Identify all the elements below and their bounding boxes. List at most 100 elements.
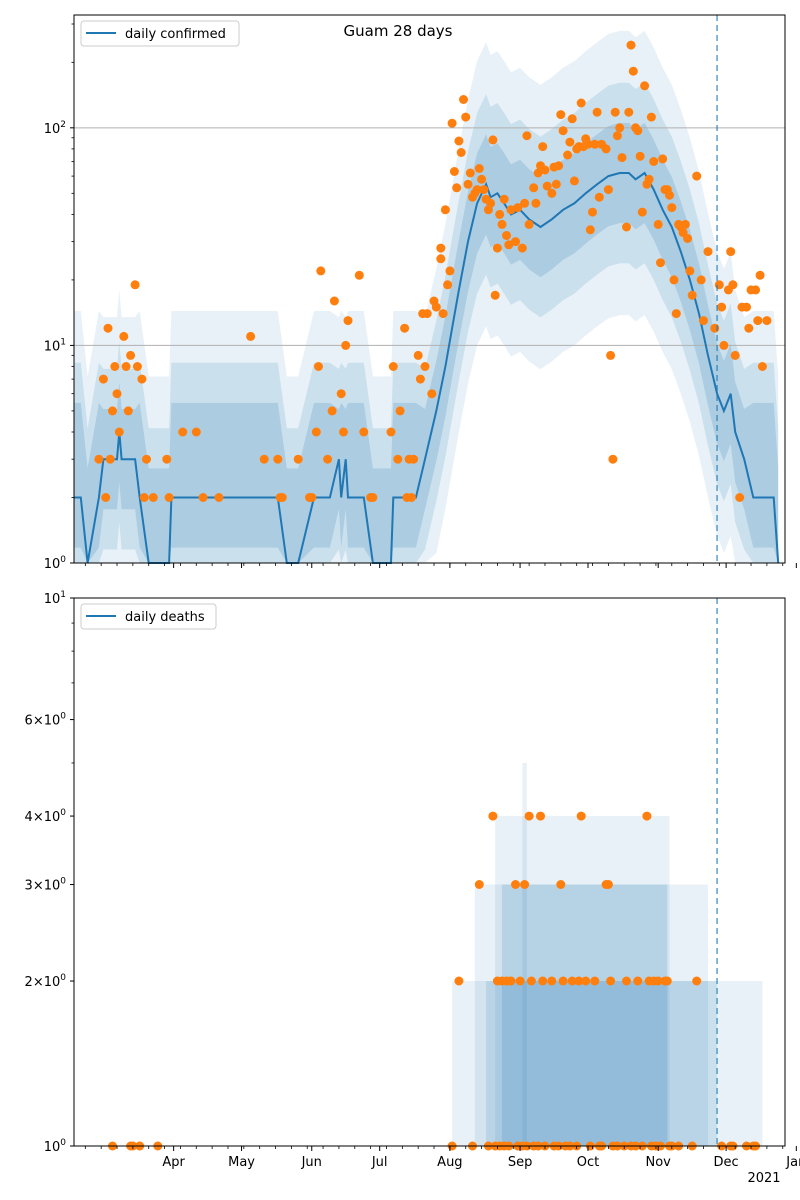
bottom-point-26 bbox=[526, 976, 536, 986]
bottom-point-29 bbox=[536, 811, 545, 821]
bottom-point-8 bbox=[474, 880, 484, 889]
top-point-83 bbox=[477, 174, 487, 184]
top-point-186 bbox=[751, 285, 761, 295]
top-point-7 bbox=[112, 389, 122, 399]
bottom-point-41 bbox=[574, 976, 584, 986]
top-point-20 bbox=[164, 493, 174, 502]
bottom-point-67 bbox=[662, 976, 672, 986]
bottom-point-42 bbox=[576, 811, 586, 821]
bottom-point-30 bbox=[538, 976, 548, 986]
bottom-x-tick-label-6: Oct bbox=[577, 1155, 599, 1170]
top-y-tick-label-1: 101 bbox=[44, 337, 66, 354]
top-band-0 bbox=[74, 30, 779, 563]
top-point-15 bbox=[137, 374, 147, 384]
top-point-188 bbox=[755, 270, 765, 280]
top-point-171 bbox=[699, 316, 708, 326]
bottom-point-18 bbox=[506, 976, 516, 986]
top-point-24 bbox=[214, 493, 224, 502]
top-point-99 bbox=[517, 243, 527, 253]
top-point-139 bbox=[617, 153, 627, 163]
top-point-29 bbox=[277, 493, 287, 502]
top-point-49 bbox=[393, 454, 403, 464]
bottom-x-tick-label-3: Jul bbox=[371, 1155, 388, 1170]
top-point-76 bbox=[461, 112, 471, 122]
bottom-uncertainty-bands bbox=[452, 762, 763, 1146]
chart-title: Guam 28 days bbox=[344, 22, 453, 40]
top-point-114 bbox=[556, 110, 566, 120]
top-scatter-points bbox=[94, 40, 772, 502]
top-point-103 bbox=[529, 183, 539, 193]
top-y-axis: 100 101 102 bbox=[44, 23, 74, 572]
top-point-150 bbox=[644, 174, 654, 184]
top-point-70 bbox=[447, 118, 457, 128]
top-point-65 bbox=[436, 243, 446, 253]
top-point-72 bbox=[452, 183, 462, 193]
top-point-179 bbox=[728, 280, 738, 290]
bottom-point-25 bbox=[524, 811, 534, 821]
bottom-x-tick-label-5: Sep bbox=[508, 1155, 533, 1170]
top-point-96 bbox=[506, 205, 516, 215]
top-point-26 bbox=[259, 454, 269, 464]
bottom-point-19 bbox=[511, 880, 520, 889]
top-point-178 bbox=[726, 247, 736, 257]
top-point-122 bbox=[576, 98, 586, 108]
top-point-66 bbox=[438, 309, 448, 319]
top-point-168 bbox=[687, 290, 697, 300]
top-point-9 bbox=[119, 331, 129, 341]
bottom-point-10 bbox=[488, 811, 498, 821]
bottom-point-59 bbox=[642, 811, 652, 821]
bottom-legend: daily deaths bbox=[80, 603, 217, 630]
top-point-152 bbox=[649, 157, 659, 166]
top-panel: 100 101 102 Guam 28 days daily confirmed bbox=[44, 14, 797, 572]
top-point-142 bbox=[626, 40, 636, 50]
top-point-19 bbox=[162, 454, 172, 464]
top-axes-frame bbox=[73, 14, 786, 564]
bottom-axes-frame bbox=[73, 597, 786, 1147]
top-point-109 bbox=[542, 181, 552, 191]
top-point-35 bbox=[316, 266, 326, 276]
top-point-27 bbox=[273, 454, 283, 464]
top-point-154 bbox=[656, 258, 665, 268]
bottom-point-35 bbox=[556, 880, 566, 889]
bottom-legend-box bbox=[80, 603, 217, 630]
top-point-82 bbox=[474, 164, 484, 173]
top-point-30 bbox=[293, 454, 303, 464]
top-point-23 bbox=[198, 493, 208, 502]
top-point-147 bbox=[637, 207, 647, 217]
top-point-167 bbox=[685, 266, 695, 276]
top-point-184 bbox=[744, 323, 754, 333]
top-point-101 bbox=[522, 131, 532, 141]
top-point-40 bbox=[339, 427, 348, 437]
top-point-136 bbox=[610, 107, 620, 117]
top-point-104 bbox=[531, 198, 541, 208]
bottom-point-54 bbox=[622, 976, 631, 986]
top-point-46 bbox=[368, 493, 378, 502]
top-uncertainty-bands bbox=[74, 30, 779, 564]
top-point-73 bbox=[454, 136, 464, 146]
top-point-41 bbox=[341, 340, 351, 350]
top-point-47 bbox=[386, 427, 396, 437]
daily-confirmed-line bbox=[74, 171, 780, 564]
top-point-189 bbox=[757, 362, 767, 371]
top-point-146 bbox=[635, 151, 645, 161]
top-point-145 bbox=[633, 126, 643, 136]
top-point-143 bbox=[628, 66, 638, 76]
top-point-181 bbox=[735, 493, 745, 502]
bottom-band-peak bbox=[522, 762, 527, 1146]
bottom-y-axis: 100 2×100 3×100 4×100 6×100 101 bbox=[25, 590, 74, 1155]
top-point-12 bbox=[126, 350, 136, 360]
bottom-point-49 bbox=[603, 880, 613, 889]
top-point-25 bbox=[246, 331, 256, 341]
top-point-6 bbox=[110, 362, 120, 371]
top-band-2 bbox=[74, 122, 779, 564]
top-point-94 bbox=[502, 231, 511, 240]
top-point-148 bbox=[640, 81, 650, 91]
top-point-141 bbox=[624, 107, 634, 117]
top-point-5 bbox=[108, 406, 117, 416]
bottom-point-43 bbox=[581, 976, 591, 986]
top-point-126 bbox=[585, 225, 595, 235]
top-point-11 bbox=[123, 406, 133, 416]
